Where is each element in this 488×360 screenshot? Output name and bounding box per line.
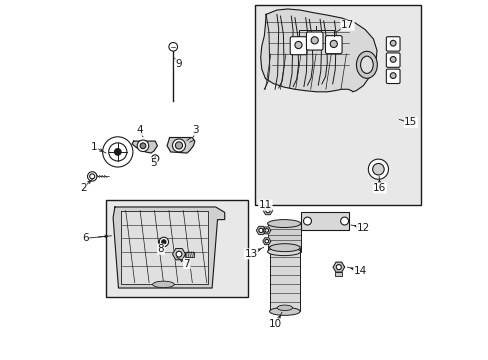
Polygon shape [263,207,272,215]
Circle shape [87,172,97,181]
Circle shape [175,142,182,149]
Circle shape [329,40,337,48]
Circle shape [389,73,395,78]
FancyBboxPatch shape [386,69,399,84]
Circle shape [310,37,318,44]
Circle shape [159,237,168,247]
Bar [185,252,194,257]
Circle shape [367,159,387,179]
Text: 5: 5 [150,158,157,168]
Polygon shape [256,226,265,234]
Ellipse shape [360,56,372,73]
Polygon shape [172,248,185,260]
Text: 8: 8 [157,244,164,254]
Polygon shape [121,211,208,284]
Text: 15: 15 [404,117,417,127]
Ellipse shape [269,244,300,252]
Ellipse shape [269,307,300,315]
Circle shape [264,229,268,232]
Circle shape [176,251,182,257]
Bar [335,272,342,276]
Ellipse shape [267,248,300,256]
Circle shape [151,155,159,162]
Polygon shape [260,9,376,92]
Text: 3: 3 [192,125,199,135]
Circle shape [294,41,302,49]
Ellipse shape [277,305,292,310]
Circle shape [264,239,268,243]
FancyBboxPatch shape [306,32,322,50]
Text: 2: 2 [80,183,86,193]
Bar [267,224,300,252]
FancyBboxPatch shape [289,37,306,55]
Text: 7: 7 [183,258,190,269]
Polygon shape [332,262,344,272]
Circle shape [172,139,185,152]
Polygon shape [263,238,270,245]
Circle shape [372,163,384,175]
Bar [269,248,300,311]
FancyBboxPatch shape [386,37,399,51]
Circle shape [258,228,263,233]
Bar [106,200,247,297]
Circle shape [114,149,121,155]
Text: 1: 1 [91,142,98,152]
Ellipse shape [356,51,377,78]
Ellipse shape [152,281,174,288]
Circle shape [140,143,145,149]
Text: 17: 17 [340,20,353,30]
Circle shape [108,143,126,161]
Text: 11: 11 [258,200,271,210]
Circle shape [303,217,311,225]
Circle shape [137,140,148,152]
Text: 10: 10 [269,319,282,329]
Circle shape [162,240,166,244]
Text: 16: 16 [372,183,386,193]
Circle shape [89,174,95,179]
FancyBboxPatch shape [325,36,342,54]
FancyBboxPatch shape [386,53,399,67]
Text: 9: 9 [175,59,181,69]
Bar [255,5,420,205]
Circle shape [168,42,177,51]
Circle shape [340,217,348,225]
Polygon shape [263,227,270,234]
Text: 14: 14 [353,266,366,276]
Circle shape [336,265,341,270]
Polygon shape [167,138,194,153]
Ellipse shape [267,220,300,228]
Text: 4: 4 [137,125,143,135]
Text: 6: 6 [82,233,88,243]
Circle shape [389,40,395,46]
Bar [301,212,348,230]
Text: 13: 13 [244,249,257,259]
Circle shape [102,137,133,167]
Polygon shape [113,207,224,288]
Text: 12: 12 [356,222,369,233]
Circle shape [389,57,395,62]
Circle shape [265,208,269,213]
Polygon shape [132,141,157,153]
